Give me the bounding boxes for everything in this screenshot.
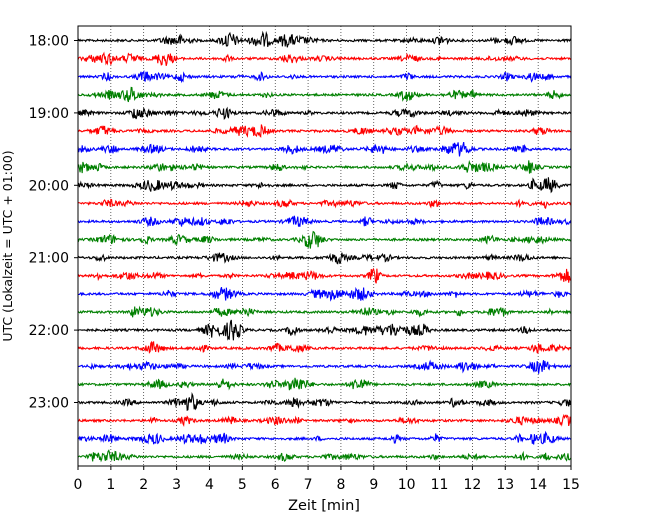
trace-line <box>77 106 572 120</box>
x-axis-label: Zeit [min] <box>288 498 360 514</box>
plot-frame <box>77 25 572 467</box>
trace-line <box>77 141 572 157</box>
x-axis-ticks: 0 1 2 3 4 5 6 7 8 9 10 11 12 13 14 15 <box>74 466 580 493</box>
trace-line <box>77 86 572 103</box>
y-tick-label: 23:00 <box>29 396 69 412</box>
x-tick-label: 14 <box>529 477 547 493</box>
trace-line <box>77 230 572 249</box>
trace-line <box>77 413 572 427</box>
x-tick-label: 3 <box>172 477 181 493</box>
trace-line <box>77 252 571 265</box>
x-tick-label: 5 <box>238 477 247 493</box>
x-tick-label: 6 <box>271 477 280 493</box>
trace-line <box>77 69 572 84</box>
trace-line <box>77 319 571 341</box>
trace-line <box>77 305 572 318</box>
x-tick-label: 13 <box>496 477 514 493</box>
y-tick-label: 20:00 <box>29 178 69 194</box>
y-axis-ticks: 18:00 19:00 20:00 21:00 22:00 23:00 <box>29 34 78 412</box>
y-tick-label: 22:00 <box>29 323 69 339</box>
trace-line <box>77 377 571 391</box>
trace-line <box>77 177 572 194</box>
trace-line <box>77 359 572 374</box>
trace-line <box>77 391 572 412</box>
trace-line <box>77 449 572 463</box>
trace-line <box>77 430 572 445</box>
x-tick-label: 2 <box>139 477 148 493</box>
x-tick-label: 15 <box>562 477 580 493</box>
y-tick-label: 19:00 <box>29 106 69 122</box>
trace-line <box>77 124 572 138</box>
trace-line <box>77 51 572 66</box>
trace-line <box>77 340 572 354</box>
y-tick-label: 21:00 <box>29 251 69 267</box>
y-tick-label: 18:00 <box>29 34 69 50</box>
x-tick-label: 7 <box>304 477 313 493</box>
trace-line <box>77 198 572 210</box>
x-tick-label: 4 <box>205 477 214 493</box>
x-tick-label: 0 <box>74 477 83 493</box>
y-axis-label: UTC (Lokalzeit = UTC + 01:00) <box>0 150 15 341</box>
x-tick-label: 1 <box>106 477 115 493</box>
x-tick-label: 10 <box>398 477 416 493</box>
x-tick-label: 12 <box>463 477 481 493</box>
x-tick-label: 9 <box>369 477 378 493</box>
trace-line <box>77 30 572 48</box>
trace-line <box>77 215 572 228</box>
trace-line <box>77 286 572 302</box>
x-tick-label: 11 <box>431 477 449 493</box>
x-tick-label: 8 <box>336 477 345 493</box>
seismic-traces <box>77 30 572 463</box>
trace-line <box>77 267 572 284</box>
grid-lines <box>110 26 539 466</box>
trace-line <box>77 159 572 174</box>
